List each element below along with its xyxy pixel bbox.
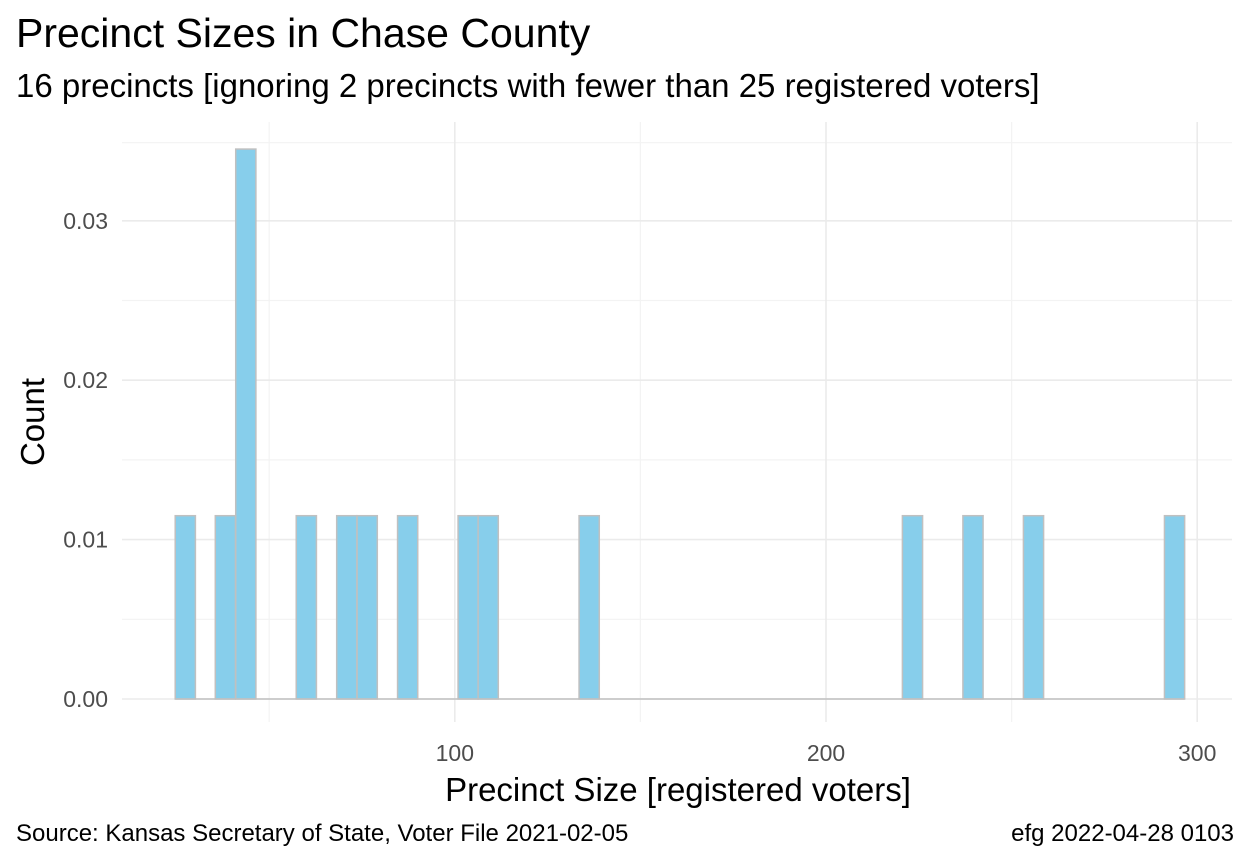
histogram-bars (174, 148, 1186, 700)
y-tick-label: 0.02 (63, 367, 108, 393)
x-tick-label: 300 (1178, 740, 1216, 766)
histogram-bar (356, 514, 379, 700)
histogram-bar (295, 514, 318, 700)
histogram-bar (174, 514, 197, 700)
histogram-bar (962, 514, 984, 700)
x-axis-title: Precinct Size [registered voters] (445, 771, 911, 808)
x-tick-label: 100 (436, 740, 474, 766)
y-tick-label: 0.03 (63, 208, 108, 234)
histogram-bar (234, 148, 257, 700)
x-tick-label: 200 (807, 740, 845, 766)
histogram-bar (578, 514, 601, 700)
chart-title: Precinct Sizes in Chase County (16, 10, 591, 56)
histogram-bar (214, 514, 237, 700)
y-tick-label: 0.01 (63, 527, 108, 553)
y-axis-title: Count (14, 378, 51, 466)
histogram-bar (457, 514, 480, 700)
histogram-bar (1022, 514, 1045, 700)
grid-lines (122, 122, 1232, 722)
histogram-bar (335, 514, 358, 700)
y-axis-ticks: 0.00 0.01 0.02 0.03 (63, 208, 108, 712)
chart-subtitle: 16 precincts [ignoring 2 precincts with … (16, 67, 1040, 104)
histogram-bar (477, 514, 500, 700)
histogram-bar (396, 514, 419, 700)
source-caption: Source: Kansas Secretary of State, Voter… (16, 820, 629, 847)
credit-caption: efg 2022-04-28 0103 (1011, 820, 1234, 847)
y-tick-label: 0.00 (63, 686, 108, 712)
histogram-bar (901, 514, 924, 700)
x-axis-ticks: 100 200 300 (436, 740, 1217, 766)
histogram-bar (1163, 514, 1186, 700)
